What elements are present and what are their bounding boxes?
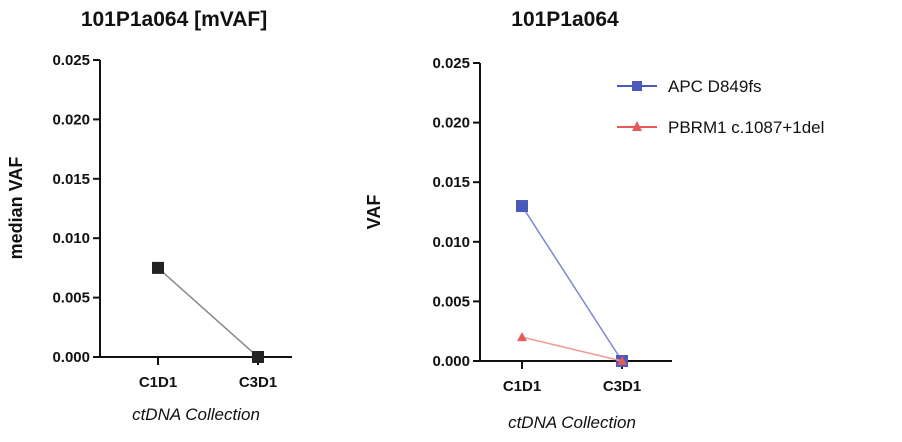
chart-2-series-1-point [517, 332, 527, 342]
chart-1-y-label: median VAF [6, 157, 26, 260]
chart-2-x-tick-label: C1D1 [503, 378, 541, 395]
legend-marker-apc [632, 81, 642, 91]
chart-1-series-0-point [252, 351, 264, 363]
chart-2-y-tick-label: 0.010 [432, 234, 470, 251]
chart-2-y-tick-label: 0.005 [432, 293, 470, 310]
chart-2-series-1-point [617, 356, 627, 365]
legend-marker-pbrm1 [632, 121, 642, 131]
chart-2-x-axis: C1D1 C3D1 [480, 360, 672, 395]
chart-1-y-tick-label: 0.020 [52, 111, 90, 128]
chart-1-x-tick-label: C3D1 [239, 374, 277, 391]
chart-2-title: 101P1a064 [511, 8, 619, 31]
chart-2-y-tick-label: 0.020 [432, 115, 470, 132]
legend-label-apc: APC D849fs [668, 77, 762, 96]
chart-1-y-tick-label: 0.005 [52, 290, 90, 307]
chart-1-y-tick-label: 0.025 [52, 52, 90, 69]
chart-1-y-tick-label: 0.010 [52, 230, 90, 247]
chart-1: 101P1a064 [mVAF] 0.0000.0050.0100.0150.0… [6, 8, 292, 424]
chart-1-x-tick-label: C1D1 [139, 374, 177, 391]
chart-1-y-axis: 0.000 0.005 0.010 0.015 0.020 0.025 [52, 52, 101, 366]
chart-1-y-tick-label: 0.015 [52, 171, 90, 188]
chart-2: 101P1a064 0.000 0.005 0.010 0.015 0.020 0.025… [364, 8, 824, 432]
chart-2-series-0-line [521, 205, 623, 362]
chart-1-x-label: ctDNA Collection [132, 405, 260, 424]
chart-2-legend: APC D849fs PBRM1 c.1087+1del [617, 77, 824, 137]
chart-1-series-0-line [157, 267, 259, 358]
chart-2-series-1-line [521, 336, 623, 362]
chart-2-series-0-point [516, 200, 528, 213]
chart-1-series-0-point [152, 261, 164, 274]
chart-2-y-label: VAF [364, 195, 384, 230]
chart-2-y-tick-label: 0.025 [432, 55, 470, 72]
chart-2-y-tick-label: 0.015 [432, 174, 470, 191]
chart-2-y-tick-label: 0.000 [432, 353, 470, 370]
legend-item-apc: APC D849fs [617, 77, 762, 96]
chart-2-y-axis: 0.000 0.005 0.010 0.015 0.020 0.025 [432, 55, 481, 370]
chart-2-x-label: ctDNA Collection [508, 413, 636, 432]
legend-item-pbrm1: PBRM1 c.1087+1del [617, 118, 824, 137]
chart-2-x-tick-label: C3D1 [603, 378, 641, 395]
legend-label-pbrm1: PBRM1 c.1087+1del [668, 118, 824, 137]
chart-1-title: 101P1a064 [mVAF] [81, 8, 267, 31]
chart-1-y-tick-label: 0.000 [52, 349, 90, 366]
